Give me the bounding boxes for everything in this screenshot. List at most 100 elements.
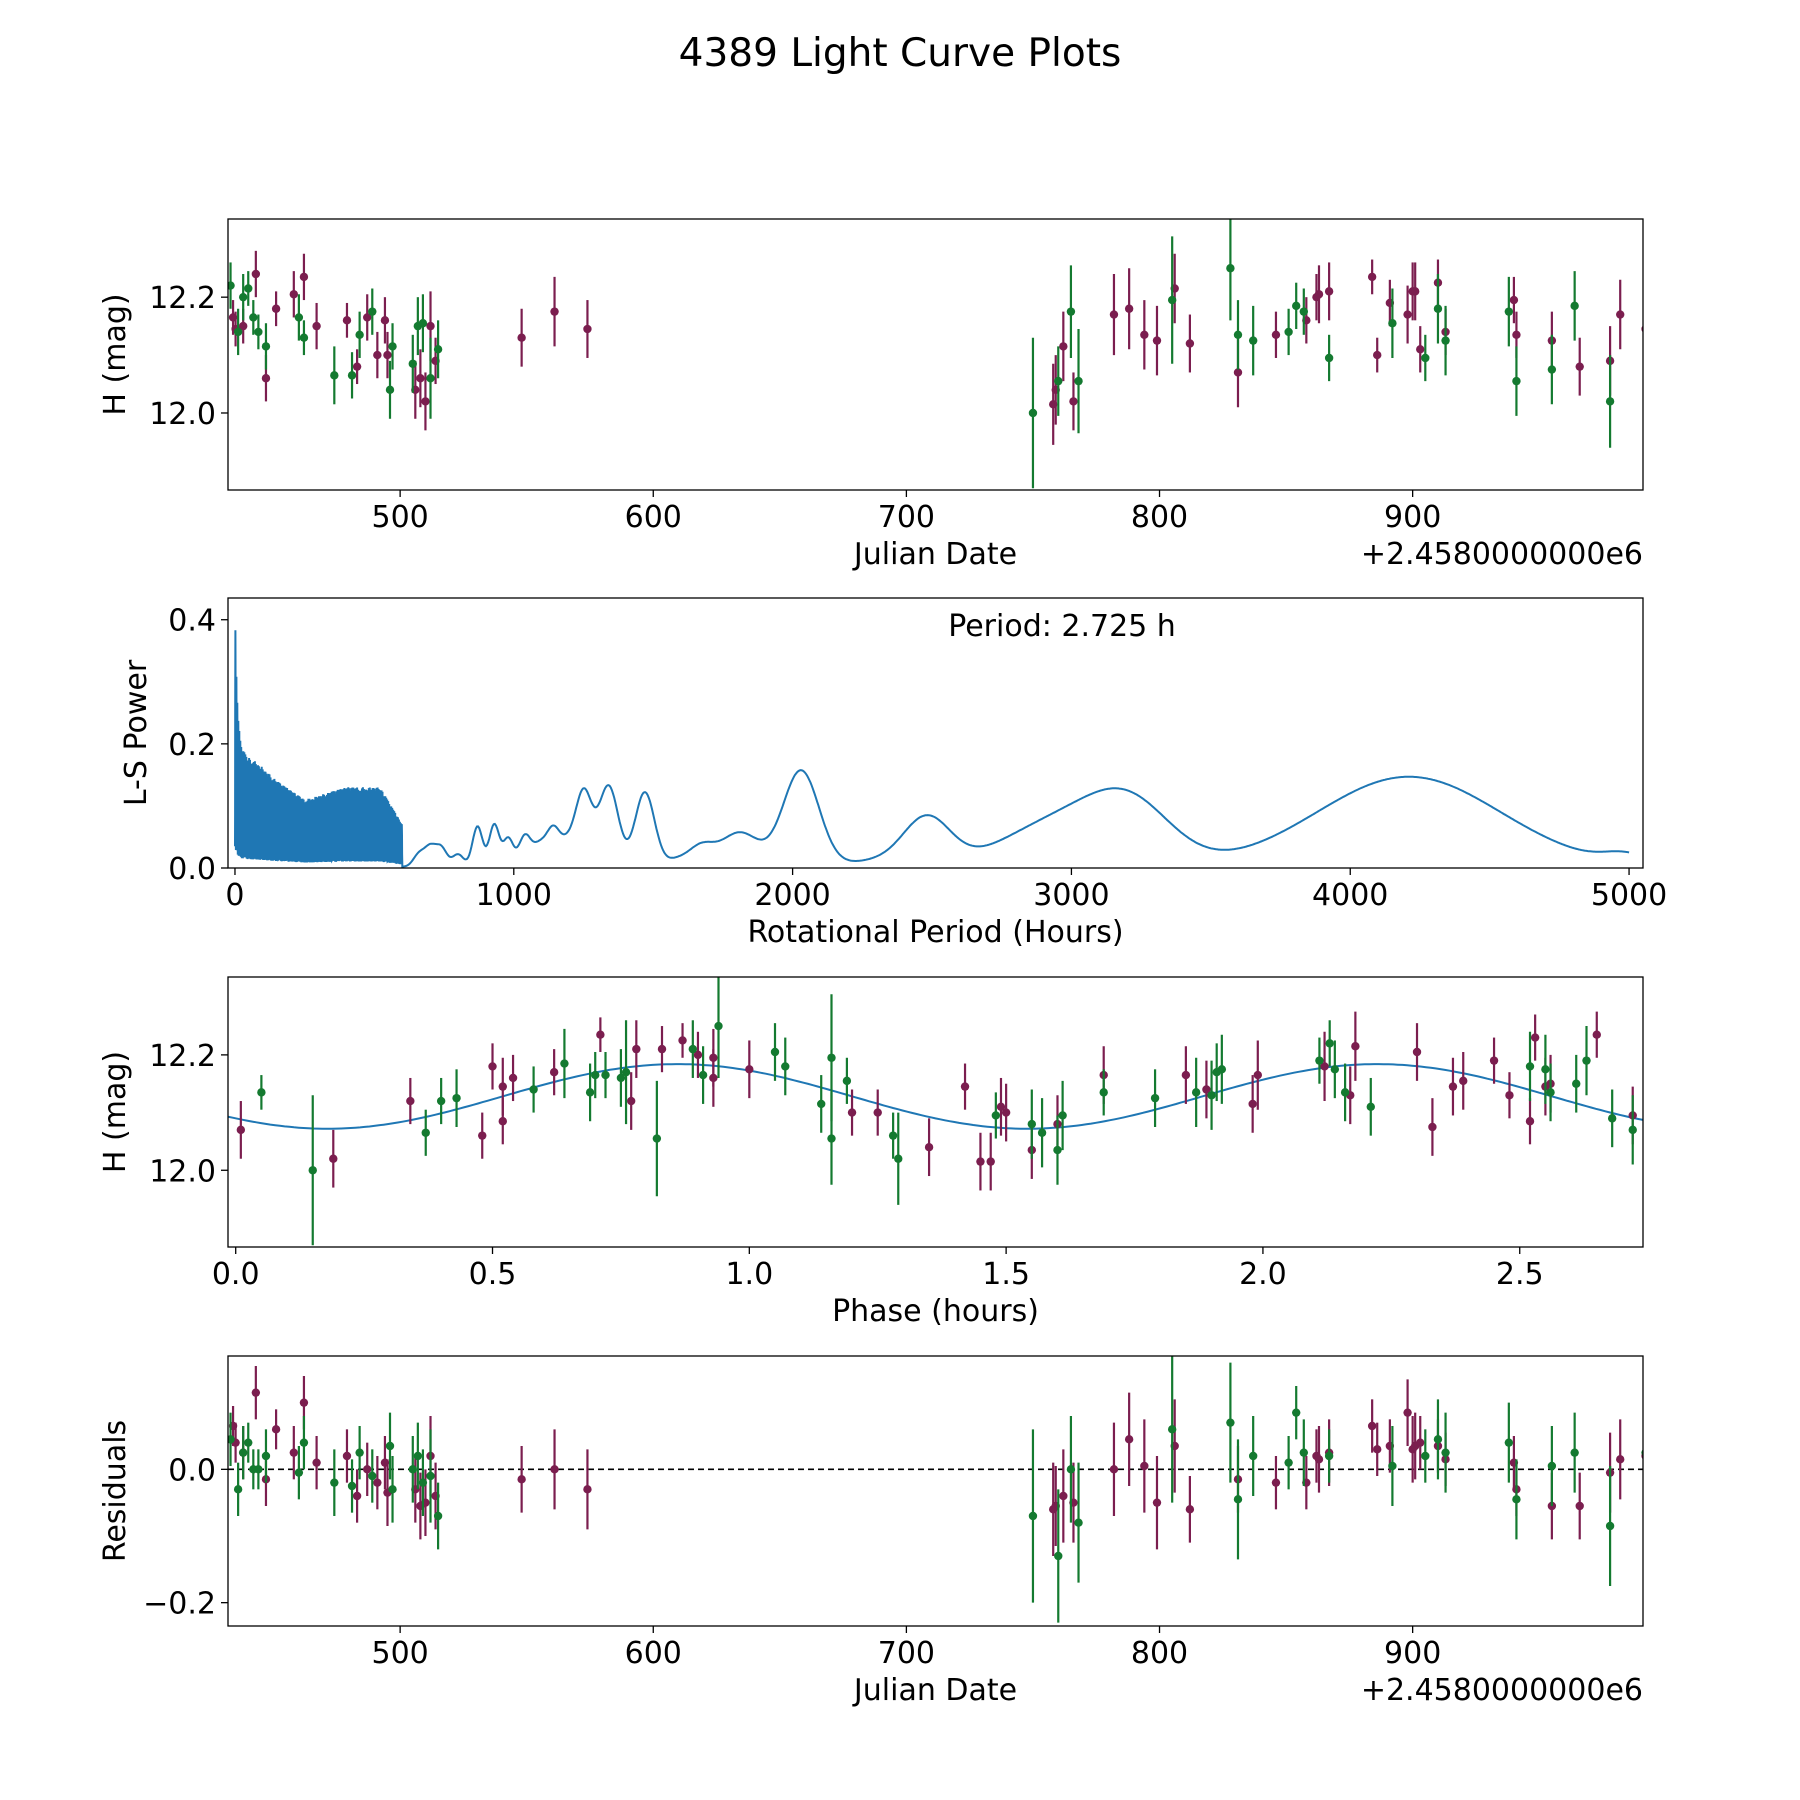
data-point	[591, 1070, 600, 1080]
data-point	[888, 1131, 898, 1140]
data-point	[1320, 1062, 1329, 1071]
data-point	[1325, 1039, 1334, 1048]
data-point	[1582, 1056, 1591, 1065]
data-point	[312, 321, 321, 331]
y-axis-label: Residuals	[98, 1420, 133, 1562]
data-point	[299, 272, 309, 282]
data-point	[385, 1441, 395, 1451]
data-point	[1109, 310, 1119, 319]
y-tick-label: 0.4	[168, 604, 216, 639]
data-point	[1605, 1521, 1615, 1531]
x-tick-label: 2000	[754, 878, 830, 913]
x-tick-label: 900	[1384, 1636, 1441, 1671]
data-point	[583, 324, 592, 334]
data-point	[413, 1451, 423, 1461]
data-point	[355, 1448, 364, 1457]
data-point	[1226, 1418, 1235, 1427]
data-point	[657, 1044, 667, 1054]
x-tick-label: 700	[878, 1636, 935, 1671]
data-point	[1421, 353, 1430, 363]
data-point	[1504, 1438, 1514, 1447]
data-point	[1124, 304, 1134, 313]
data-point	[478, 1131, 487, 1140]
data-point	[1541, 1065, 1550, 1074]
data-point	[1054, 376, 1063, 386]
x-tick-label: 900	[1384, 500, 1441, 535]
data-point	[550, 1465, 559, 1474]
data-point	[1292, 301, 1301, 311]
y-axis-label: L-S Power	[119, 659, 154, 806]
data-point	[827, 1053, 836, 1062]
data-point	[271, 304, 281, 313]
y-tick-label: 12.0	[149, 397, 216, 432]
data-point	[1140, 1461, 1149, 1471]
data-point	[1185, 1505, 1195, 1514]
data-point	[1167, 295, 1177, 305]
x-tick-label: 2.5	[1496, 1257, 1544, 1292]
data-point	[1373, 350, 1382, 360]
data-point	[418, 319, 428, 328]
data-point	[842, 1076, 852, 1086]
data-point	[416, 374, 425, 383]
data-point	[1053, 1145, 1062, 1155]
data-point	[1248, 1451, 1258, 1461]
data-point	[1124, 1435, 1134, 1444]
data-point	[1314, 1455, 1324, 1464]
data-point	[1324, 287, 1334, 296]
panel-periodogram: 0 1000 2000 3000 4000 5000 0.0 0.2 0.4 Rotational…	[119, 597, 1667, 950]
data-point	[1388, 1461, 1397, 1471]
data-point	[308, 1166, 317, 1175]
data-point	[1248, 1099, 1257, 1109]
figure-title: 4389 Light Curve Plots	[679, 31, 1122, 76]
data-point	[1570, 301, 1579, 311]
x-tick-label: 800	[1131, 1636, 1188, 1671]
y-tick-label: −0.2	[143, 1587, 216, 1622]
data-point	[1448, 1082, 1458, 1091]
data-point	[373, 350, 382, 360]
x-tick-label: 700	[878, 500, 935, 535]
data-point	[228, 281, 235, 290]
data-point	[421, 1128, 430, 1137]
data-point	[1074, 1518, 1083, 1527]
panel-phased: 0.0 0.5 1.0 1.5 2.0 2.5 12.0 12.2 Phase (hours) H…	[98, 976, 1644, 1329]
data-point	[1412, 1047, 1422, 1057]
data-point	[233, 327, 243, 337]
data-point	[368, 1471, 377, 1481]
data-point	[363, 1465, 372, 1474]
data-point	[652, 1134, 662, 1143]
data-point	[1403, 310, 1412, 319]
data-point	[1525, 1117, 1535, 1126]
data-point	[261, 1451, 271, 1461]
x-axis-label: Julian Date	[852, 1673, 1017, 1708]
data-point	[1416, 345, 1425, 354]
data-point	[380, 316, 390, 325]
data-point	[1351, 1042, 1360, 1051]
plot-area-phased	[228, 977, 1643, 1246]
data-point	[408, 1465, 417, 1474]
data-point	[1054, 1551, 1063, 1561]
data-point	[1284, 327, 1293, 337]
data-point	[330, 1478, 339, 1487]
data-point	[529, 1085, 538, 1094]
data-point	[1191, 1088, 1201, 1097]
plot-area-residuals	[228, 1356, 1643, 1623]
data-point	[289, 290, 299, 299]
data-point	[452, 1093, 461, 1103]
data-point	[781, 1062, 790, 1071]
data-point	[1421, 1451, 1430, 1461]
x-offset-label: +2.4580000000e6	[1361, 1673, 1643, 1708]
data-point	[1324, 353, 1334, 363]
data-point	[960, 1082, 970, 1091]
x-tick-label: 4000	[1312, 878, 1388, 913]
data-point	[1616, 1455, 1625, 1464]
x-tick-label: 1000	[476, 878, 552, 913]
y-tick-label: 12.0	[149, 1154, 216, 1189]
y-tick-label: 12.2	[149, 1039, 216, 1074]
data-point	[1570, 1448, 1579, 1457]
data-point	[261, 374, 271, 383]
data-point	[770, 1047, 780, 1057]
data-point	[873, 1108, 882, 1117]
data-point	[1152, 1498, 1162, 1507]
x-tick-label: 0	[225, 878, 244, 913]
data-point	[1233, 330, 1243, 340]
